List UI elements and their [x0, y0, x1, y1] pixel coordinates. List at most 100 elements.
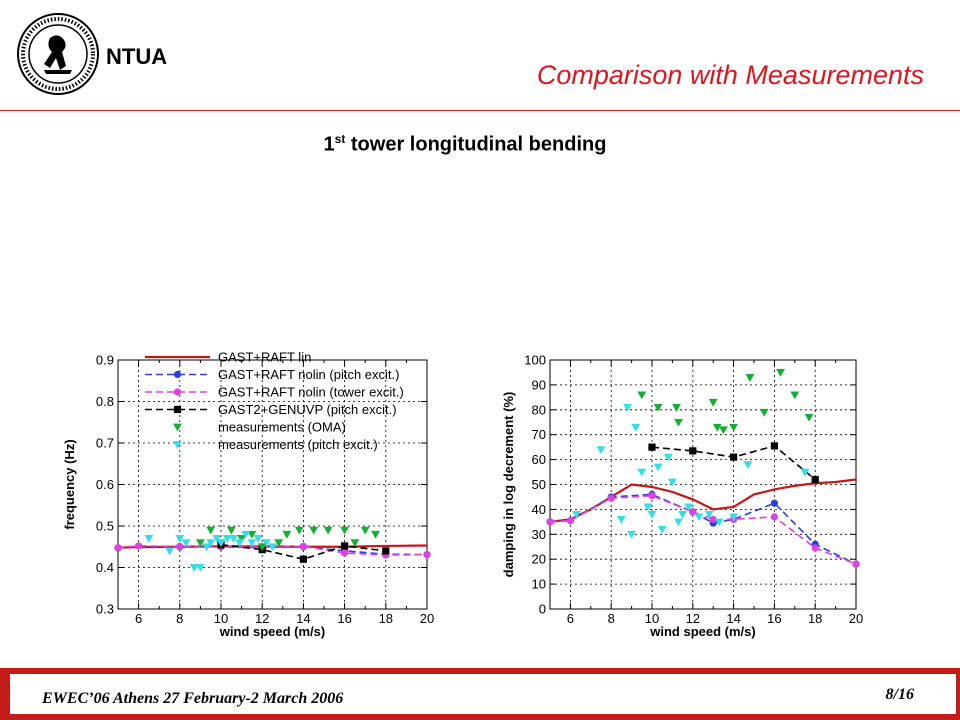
data-point — [770, 499, 778, 507]
data-point — [282, 530, 292, 539]
data-point — [804, 413, 814, 422]
data-point — [268, 543, 277, 552]
footer-panel: EWEC’06 Athens 27 February-2 March 2006 … — [10, 674, 956, 714]
legend-label: measurements (pitch excit.) — [218, 437, 378, 452]
data-point — [235, 539, 244, 547]
legend-label: measurements (OMA) — [218, 420, 346, 435]
page-number: 8/16 — [885, 686, 914, 703]
legend: GAST+RAFT lin GAST+RAFT nolin (pitch exci… — [145, 350, 404, 452]
data-point — [226, 526, 236, 535]
x-tick-label: 18 — [379, 611, 393, 626]
data-point — [294, 526, 304, 535]
data-point — [852, 560, 860, 568]
data-point — [206, 526, 216, 535]
y-tick-label: 90 — [532, 377, 546, 392]
org-name: NTUA — [106, 44, 168, 69]
data-point — [648, 443, 656, 451]
series-line — [549, 478, 857, 523]
y-tick-label: 0.9 — [96, 353, 114, 368]
y-tick-label: 100 — [524, 353, 546, 368]
data-point — [790, 391, 800, 400]
x-tick-label: 12 — [255, 611, 269, 626]
data-point — [423, 551, 431, 559]
data-point — [371, 530, 380, 539]
data-point — [714, 518, 724, 527]
data-point — [572, 510, 581, 519]
x-tick-label: 20 — [849, 611, 863, 626]
slide-subtitle: 1st tower longitudinal bending — [0, 132, 930, 157]
data-point — [546, 518, 554, 526]
data-point — [637, 468, 647, 477]
subtitle-superscript: st — [334, 132, 346, 146]
data-point — [175, 535, 185, 543]
data-point — [261, 539, 271, 547]
legend-label: GAST+RAFT nolin (pitch excit.) — [218, 367, 399, 382]
data-point — [350, 539, 360, 547]
data-point — [274, 539, 284, 547]
data-point — [617, 515, 626, 524]
data-point — [811, 544, 819, 552]
x-tick-label: 20 — [420, 611, 434, 626]
data-point — [684, 503, 694, 512]
y-tick-label: 0.8 — [96, 394, 114, 409]
data-point — [689, 508, 697, 516]
data-point — [729, 513, 738, 522]
data-point — [689, 447, 697, 455]
y-tick-label: 20 — [532, 552, 546, 567]
y-axis-label: frequency (Hz) — [62, 439, 77, 529]
data-point — [257, 543, 267, 552]
y-tick-label: 0.6 — [96, 477, 114, 492]
data-point — [770, 442, 778, 450]
data-point — [653, 403, 663, 412]
legend-label: GAST+RAFT lin — [218, 350, 311, 365]
y-axis-label: damping in log decrement (%) — [501, 392, 516, 578]
data-point — [253, 535, 263, 543]
footer-conference: EWEC’06 Athens 27 February-2 March 2006 — [42, 690, 344, 707]
title-divider — [0, 110, 960, 111]
data-point — [657, 525, 667, 534]
data-point — [360, 526, 370, 535]
data-point — [627, 530, 636, 539]
data-point — [653, 463, 663, 472]
legend-marker — [173, 388, 182, 396]
data-point — [811, 475, 819, 484]
data-point — [709, 515, 717, 523]
x-tick-label: 16 — [337, 611, 351, 626]
data-point — [672, 403, 681, 412]
data-point — [144, 535, 154, 543]
grid — [550, 360, 856, 609]
data-point — [135, 542, 143, 550]
data-point — [643, 503, 653, 512]
y-tick-label: 10 — [532, 577, 546, 592]
data-point — [237, 535, 246, 543]
y-tick-label: 50 — [532, 477, 546, 492]
y-tick-label: 80 — [532, 402, 546, 417]
data-point — [299, 542, 307, 550]
data-point — [674, 418, 683, 427]
series-group — [546, 369, 860, 568]
data-point — [189, 564, 199, 572]
subtitle-text: tower longitudinal bending — [345, 133, 607, 156]
data-point — [623, 403, 632, 412]
y-tick-label: 0.3 — [96, 602, 114, 617]
data-point — [776, 369, 785, 377]
data-point — [759, 408, 769, 417]
y-tick-label: 40 — [532, 502, 546, 517]
data-point — [247, 539, 257, 547]
data-point — [241, 530, 251, 539]
data-point — [745, 374, 755, 382]
data-point — [647, 510, 657, 519]
footer-bar: EWEC’06 Athens 27 February-2 March 2006 … — [0, 668, 960, 720]
y-tick-label: 60 — [532, 452, 546, 467]
data-point — [165, 547, 174, 556]
x-tick-label: 18 — [808, 611, 822, 626]
data-point — [770, 513, 778, 521]
data-point — [566, 517, 574, 525]
frequency-chart: 6 8 10 12 14 16 18 20 0.3 0.4 0.5 0.6 0.7 0.8 0.9 wind … — [62, 350, 434, 640]
data-point — [212, 535, 222, 543]
series-line — [549, 494, 857, 565]
data-point — [800, 468, 810, 477]
data-point — [196, 539, 205, 547]
data-point — [743, 461, 753, 469]
data-point — [704, 510, 714, 519]
